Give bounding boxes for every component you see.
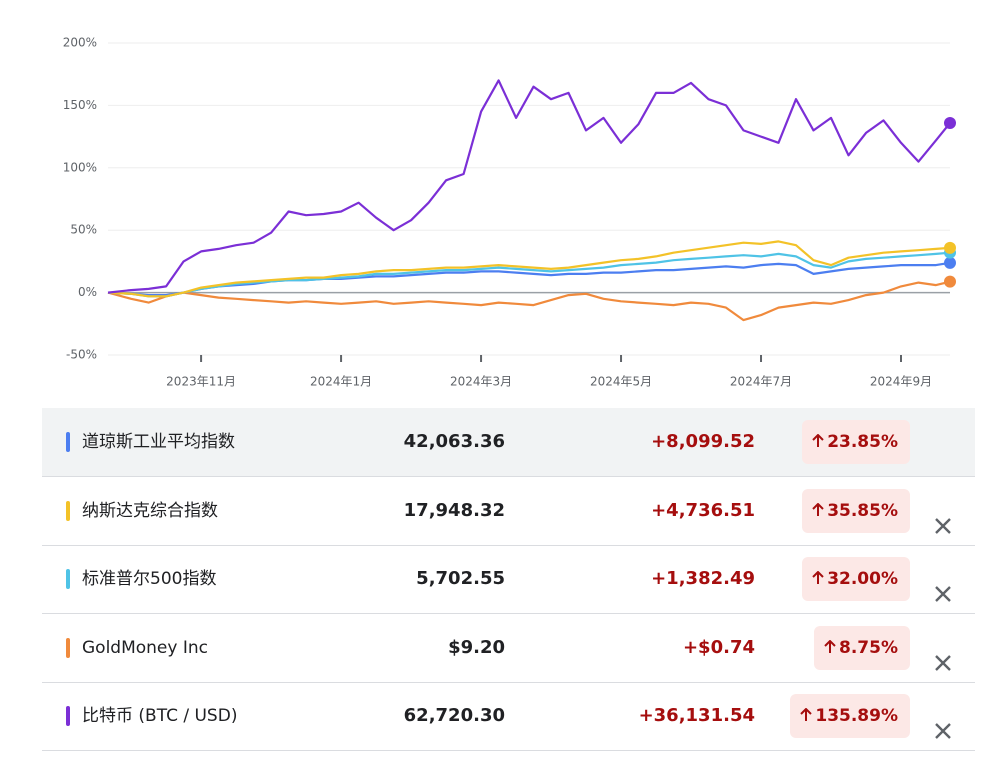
change: +8,099.52 xyxy=(651,431,755,452)
security-name: 标准普尔500指数 xyxy=(82,569,217,589)
security-name: GoldMoney Inc xyxy=(82,637,208,658)
series-line xyxy=(107,251,951,298)
table-row: GoldMoney Inc $9.20 +$0.74 8.75% xyxy=(42,614,975,683)
price: 17,948.32 xyxy=(403,499,505,521)
close-icon xyxy=(935,517,951,534)
table-row: 道琼斯工业平均指数 42,063.36 +8,099.52 23.85% xyxy=(42,408,975,477)
percent-change: 135.89% xyxy=(790,694,910,738)
up-arrow xyxy=(824,639,836,653)
percent-text: 23.85% xyxy=(827,432,898,452)
up-arrow xyxy=(812,433,824,447)
price: 5,702.55 xyxy=(416,568,505,589)
series-line xyxy=(107,261,951,297)
color-bar xyxy=(66,500,70,521)
percent-change: 23.85% xyxy=(802,420,910,464)
y-tick-label: 50% xyxy=(70,223,97,237)
price: $9.20 xyxy=(448,636,505,658)
color-bar xyxy=(66,432,70,452)
change: +4,736.51 xyxy=(651,499,755,521)
percent-text: 35.85% xyxy=(827,500,898,521)
table-row: 纳斯达克综合指数 17,948.32 +4,736.51 35.85% xyxy=(42,477,975,546)
security-name: 比特币 (BTC / USD) xyxy=(82,706,238,726)
table-row: 标准普尔500指数 5,702.55 +1,382.49 32.00% xyxy=(42,545,975,614)
chart: -50% 0% 50% 100% 150% 200% 2023年11月 2024年1月 2024… xyxy=(63,36,956,389)
percent-change: 8.75% xyxy=(814,625,910,670)
percent-text: 8.75% xyxy=(839,637,898,658)
color-bar xyxy=(66,706,70,726)
change: +1,382.49 xyxy=(651,568,755,589)
x-tick-label: 2023年11月 xyxy=(166,375,236,389)
table-row: 比特币 (BTC / USD) 62,720.30 +36,131.54 135.89… xyxy=(42,682,975,751)
percent-text: 135.89% xyxy=(815,706,898,726)
remove-button[interactable] xyxy=(931,704,955,739)
y-tick-label: -50% xyxy=(66,348,97,362)
remove-button[interactable] xyxy=(931,567,955,602)
series-line xyxy=(107,280,951,322)
close-icon xyxy=(935,586,951,602)
end-point xyxy=(944,241,956,254)
close-icon xyxy=(935,654,951,671)
up-arrow xyxy=(800,707,813,721)
end-point xyxy=(944,117,956,130)
color-bar xyxy=(66,569,70,589)
x-tick-label: 2024年5月 xyxy=(590,375,652,389)
y-tick-label: 0% xyxy=(78,285,97,299)
end-point xyxy=(944,256,956,269)
y-tick-label: 100% xyxy=(63,160,97,174)
price: 42,063.36 xyxy=(403,431,505,452)
security-name: 纳斯达克综合指数 xyxy=(82,500,218,521)
y-tick-label: 150% xyxy=(63,98,97,112)
percent-text: 32.00% xyxy=(827,569,898,589)
up-arrow xyxy=(812,502,824,516)
price: 62,720.30 xyxy=(403,705,505,726)
security-name: 道琼斯工业平均指数 xyxy=(82,432,235,452)
x-tick-label: 2024年9月 xyxy=(870,375,932,389)
up-arrow xyxy=(812,570,824,584)
remove-button[interactable] xyxy=(931,636,955,671)
color-bar xyxy=(66,637,70,658)
x-tick-label: 2024年3月 xyxy=(450,375,512,389)
percent-change: 35.85% xyxy=(802,488,910,533)
x-tick-label: 2024年1月 xyxy=(310,375,372,389)
y-tick-label: 200% xyxy=(63,36,97,50)
change: +$0.74 xyxy=(682,636,755,658)
change: +36,131.54 xyxy=(638,705,755,726)
close-icon xyxy=(935,723,951,739)
remove-button[interactable] xyxy=(931,499,955,534)
series-line xyxy=(107,240,951,298)
series-line xyxy=(107,79,951,294)
percent-change: 32.00% xyxy=(802,557,910,601)
x-tick-label: 2024年7月 xyxy=(730,375,792,389)
end-point xyxy=(944,275,956,288)
